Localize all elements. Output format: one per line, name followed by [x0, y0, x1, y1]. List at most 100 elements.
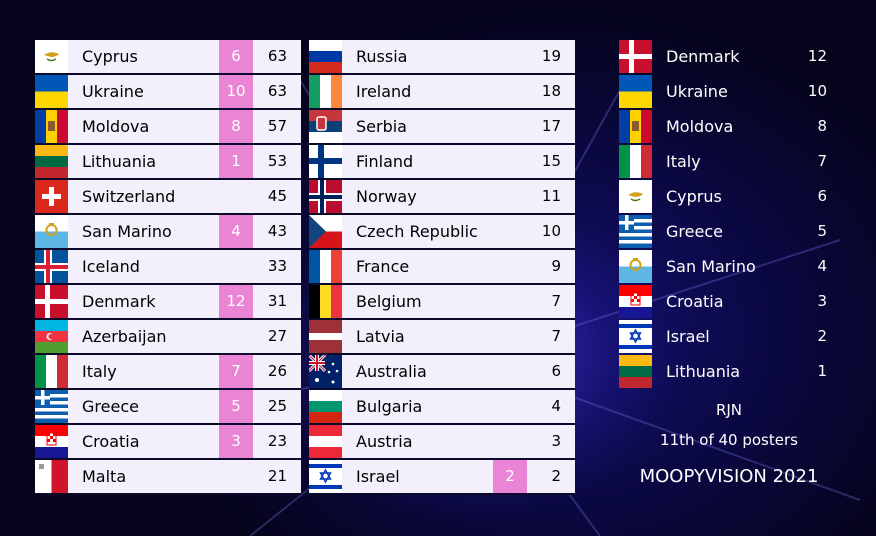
total-score: 43 [267, 222, 287, 240]
country-name: Ireland [356, 82, 412, 101]
czech-flag-icon [309, 215, 342, 248]
lithuania-flag-icon [35, 145, 68, 178]
moldova-flag-icon [35, 110, 68, 143]
total-score: 63 [267, 82, 287, 100]
country-name: Denmark [82, 292, 156, 311]
country-name: Ukraine [666, 82, 728, 101]
malta-flag-icon [35, 460, 68, 493]
scoreboard-row-greece: Greece 5 25 [35, 390, 301, 425]
points-given: 3 [817, 292, 827, 310]
denmark-flag-icon [619, 40, 652, 73]
country-name: Denmark [666, 47, 740, 66]
voter-points-row-croatia: Croatia 3 [619, 285, 839, 320]
lithuania-flag-icon [619, 355, 652, 388]
country-name: San Marino [82, 222, 172, 241]
total-score: 26 [267, 362, 287, 380]
italy-flag-icon [35, 355, 68, 388]
total-score: 31 [267, 292, 287, 310]
russia-flag-icon [309, 40, 342, 73]
scoreboard-row-israel: Israel 2 2 [309, 460, 575, 495]
azerbaijan-flag-icon [35, 320, 68, 353]
total-score: 9 [551, 257, 561, 275]
total-score: 33 [267, 257, 287, 275]
points-given: 12 [807, 47, 827, 65]
total-score: 7 [551, 327, 561, 345]
scoreboard-row-azerbaijan: Azerbaijan 27 [35, 320, 301, 355]
voter-points-row-lithuania: Lithuania 1 [619, 355, 839, 390]
finland-flag-icon [309, 145, 342, 178]
country-name: Cyprus [82, 47, 138, 66]
points-received-badge: 5 [219, 390, 253, 423]
scoreboard-row-czech: Czech Republic 10 [309, 215, 575, 250]
greece-flag-icon [35, 390, 68, 423]
bulgaria-flag-icon [309, 390, 342, 423]
switzerland-flag-icon [35, 180, 68, 213]
voter-points-row-cyprus: Cyprus 6 [619, 180, 839, 215]
country-name: Belgium [356, 292, 422, 311]
total-score: 11 [541, 187, 561, 205]
scoreboard-row-ukraine: Ukraine 10 63 [35, 75, 301, 110]
scoreboard-row-lithuania: Lithuania 1 53 [35, 145, 301, 180]
norway-flag-icon [309, 180, 342, 213]
voting-progress: 11th of 40 posters [660, 431, 798, 449]
country-name: Russia [356, 47, 408, 66]
country-name: Bulgaria [356, 397, 423, 416]
country-name: France [356, 257, 410, 276]
points-received-badge: 12 [219, 285, 253, 318]
country-name: Serbia [356, 117, 407, 136]
points-given: 1 [817, 362, 827, 380]
total-score: 27 [267, 327, 287, 345]
country-name: San Marino [666, 257, 756, 276]
total-score: 53 [267, 152, 287, 170]
san-marino-flag-icon [35, 215, 68, 248]
croatia-flag-icon [35, 425, 68, 458]
country-name: Italy [82, 362, 117, 381]
country-name: Italy [666, 152, 701, 171]
points-received-badge: 8 [219, 110, 253, 143]
ukraine-flag-icon [35, 75, 68, 108]
italy-flag-icon [619, 145, 652, 178]
show-title: MOOPYVISION 2021 [639, 466, 819, 487]
country-name: Croatia [666, 292, 724, 311]
cyprus-flag-icon [35, 40, 68, 73]
denmark-flag-icon [35, 285, 68, 318]
greece-flag-icon [619, 215, 652, 248]
points-given: 4 [817, 257, 827, 275]
scoreboard-row-belgium: Belgium 7 [309, 285, 575, 320]
scoreboard-right: Russia 19 Ireland 18 Serbia 17 Finland 15 Norway… [309, 40, 575, 495]
voter-name: RJN [715, 401, 743, 419]
points-given: 5 [817, 222, 827, 240]
country-name: Lithuania [82, 152, 157, 171]
scoreboard-row-austria: Austria 3 [309, 425, 575, 460]
san-marino-flag-icon [619, 250, 652, 283]
voter-points-row-denmark: Denmark 12 [619, 40, 839, 75]
country-name: Greece [82, 397, 139, 416]
ukraine-flag-icon [619, 75, 652, 108]
country-name: Azerbaijan [82, 327, 167, 346]
country-name: Cyprus [666, 187, 722, 206]
country-name: Latvia [356, 327, 405, 346]
country-name: Greece [666, 222, 723, 241]
country-name: Finland [356, 152, 414, 171]
country-name: Switzerland [82, 187, 176, 206]
country-name: Lithuania [666, 362, 741, 381]
voter-points-row-san-marino: San Marino 4 [619, 250, 839, 285]
voter-points-row-ukraine: Ukraine 10 [619, 75, 839, 110]
austria-flag-icon [309, 425, 342, 458]
points-received-badge: 10 [219, 75, 253, 108]
latvia-flag-icon [309, 320, 342, 353]
total-score: 57 [267, 117, 287, 135]
moldova-flag-icon [619, 110, 652, 143]
scoreboard-row-russia: Russia 19 [309, 40, 575, 75]
country-name: Israel [356, 467, 400, 486]
points-given: 10 [807, 82, 827, 100]
voter-points-row-greece: Greece 5 [619, 215, 839, 250]
israel-flag-icon [309, 460, 342, 493]
total-score: 15 [541, 152, 561, 170]
scoreboard-row-italy: Italy 7 26 [35, 355, 301, 390]
country-name: Austria [356, 432, 413, 451]
croatia-flag-icon [619, 285, 652, 318]
total-score: 21 [267, 467, 287, 485]
total-score: 63 [267, 47, 287, 65]
scoreboard-row-norway: Norway 11 [309, 180, 575, 215]
